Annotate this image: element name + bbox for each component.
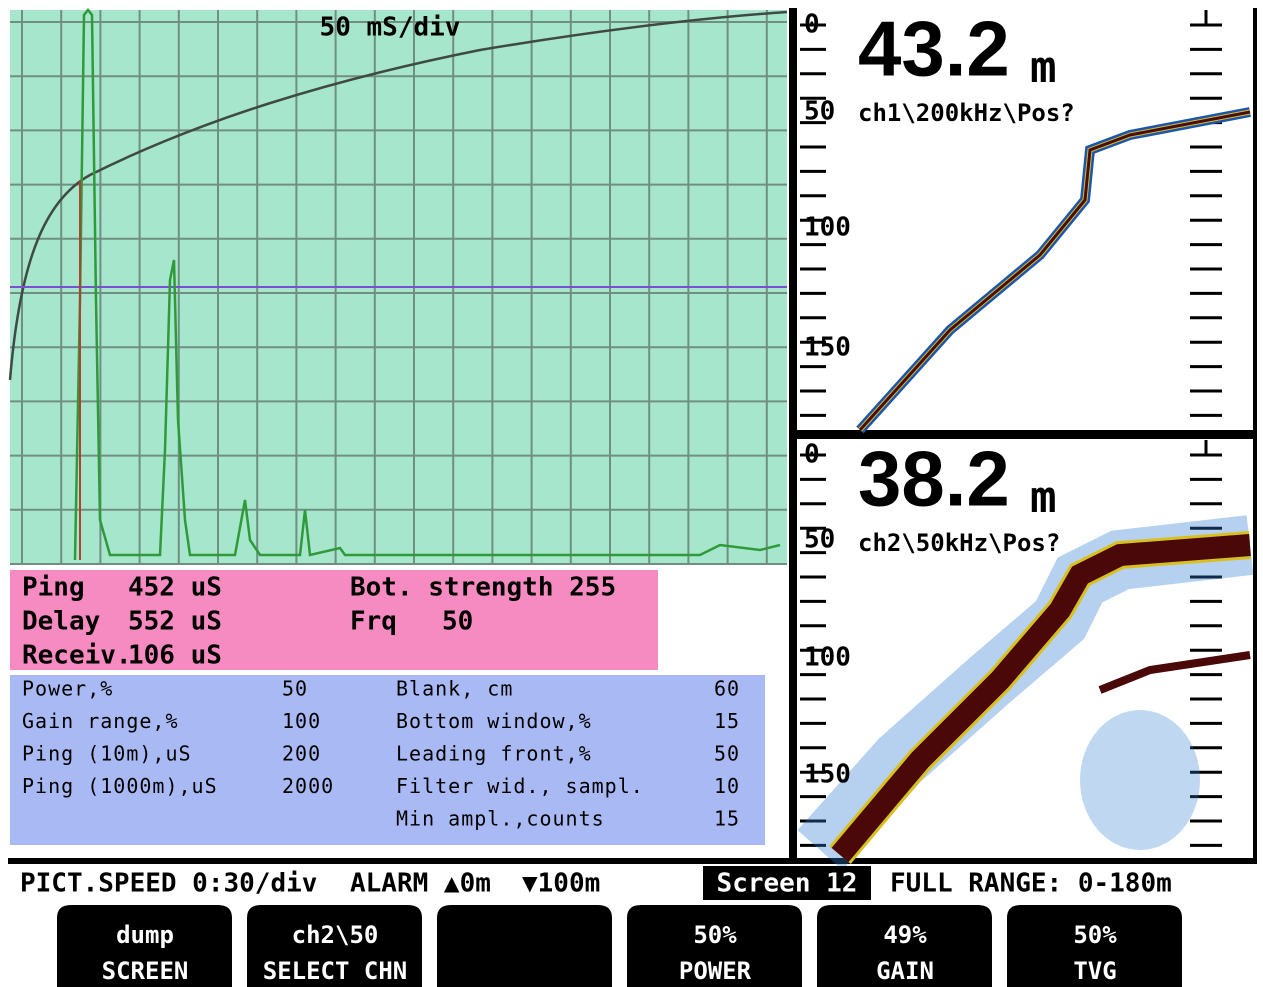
alarm-low: ▼100m — [522, 869, 600, 899]
depth-reading: 38.2 — [858, 435, 1010, 523]
soft-key-label[interactable]: POWER — [679, 957, 752, 985]
readout-label: Delay — [22, 607, 100, 637]
readout-value: 552 uS — [128, 607, 222, 637]
setting-value: 50 — [714, 742, 740, 766]
setting-label: Filter wid., sampl. — [396, 774, 644, 798]
setting-value: 60 — [714, 677, 740, 701]
setting-label: Ping (1000m),uS — [22, 774, 218, 798]
depth-label: 150 — [804, 333, 851, 363]
setting-value: 200 — [282, 742, 321, 766]
soft-key-label[interactable]: SCREEN — [102, 957, 189, 985]
depth-reading: 43.2 — [858, 5, 1010, 93]
soft-key-value[interactable]: 50% — [1073, 921, 1117, 949]
depth-label: 0 — [804, 440, 820, 470]
setting-label: Bottom window,% — [396, 709, 592, 733]
timebase: 50 mS/div — [320, 13, 461, 43]
setting-value: 2000 — [282, 774, 334, 798]
depth-label: 0 — [804, 10, 820, 40]
soft-key-label[interactable]: SELECT CHN — [263, 957, 408, 985]
readout-label: Receiv. — [22, 641, 132, 671]
screen-number: Screen 12 — [717, 869, 858, 899]
soft-key-value[interactable]: dump — [116, 921, 174, 949]
soft-key-label[interactable]: TVG — [1073, 957, 1116, 985]
readout-value: 452 uS — [128, 573, 222, 603]
divider — [789, 8, 797, 860]
divider — [1253, 8, 1257, 860]
soft-key-value[interactable]: 50% — [693, 921, 737, 949]
setting-value: 100 — [282, 709, 321, 733]
alarm-high: ALARM ▲0m — [350, 869, 491, 899]
frequency-label: Frq — [350, 607, 397, 637]
depth-unit: m — [1030, 42, 1057, 93]
setting-value: 50 — [282, 677, 308, 701]
setting-label: Gain range,% — [22, 709, 179, 733]
readout-label: Ping — [22, 573, 85, 603]
setting-label: Ping (10m),uS — [22, 742, 192, 766]
soft-key[interactable] — [437, 905, 612, 987]
soft-key-value[interactable]: 49% — [883, 921, 927, 949]
setting-value: 15 — [714, 807, 740, 831]
setting-value: 10 — [714, 774, 740, 798]
soft-key-label[interactable]: GAIN — [876, 957, 934, 985]
depth-unit: m — [1030, 472, 1057, 523]
channel-info: ch1\200kHz\Pos? — [858, 99, 1075, 127]
channel-info: ch2\50kHz\Pos? — [858, 529, 1060, 557]
setting-label: Power,% — [22, 677, 113, 701]
pict-speed: PICT.SPEED 0:30/div — [20, 869, 317, 899]
setting-value: 15 — [714, 709, 740, 733]
readout-value: 106 uS — [128, 641, 222, 671]
setting-label: Leading front,% — [396, 742, 592, 766]
frequency-value: 50 — [442, 607, 473, 637]
depth-label: 50 — [804, 97, 835, 127]
depth-label: 50 — [804, 525, 835, 555]
depth-label: 100 — [804, 643, 851, 673]
full-range: FULL RANGE: 0-180m — [890, 869, 1172, 899]
setting-label: Blank, cm — [396, 677, 513, 701]
depth-label: 150 — [804, 760, 851, 790]
bottom-strength: Bot. strength 255 — [350, 573, 616, 603]
depth-label: 100 — [804, 213, 851, 243]
setting-label: Min ampl.,counts — [396, 807, 605, 831]
soft-key-value[interactable]: ch2\50 — [292, 921, 379, 949]
scatter-echo — [1080, 710, 1200, 850]
divider — [8, 858, 1257, 864]
sonar-screen: 50 mS/div PICT.SPEED 0:30/div ALARM ▲0m … — [0, 0, 1263, 987]
